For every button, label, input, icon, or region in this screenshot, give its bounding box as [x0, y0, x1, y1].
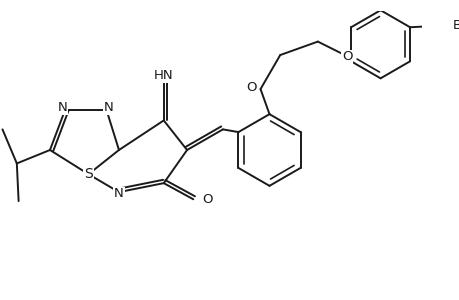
Text: N: N	[104, 101, 114, 114]
Text: N: N	[57, 101, 67, 114]
Text: N: N	[114, 188, 123, 200]
Text: O: O	[341, 50, 352, 63]
Text: O: O	[202, 193, 213, 206]
Text: S: S	[84, 167, 93, 181]
Text: Br: Br	[452, 19, 459, 32]
Text: HN: HN	[154, 69, 173, 82]
Text: O: O	[246, 81, 256, 94]
